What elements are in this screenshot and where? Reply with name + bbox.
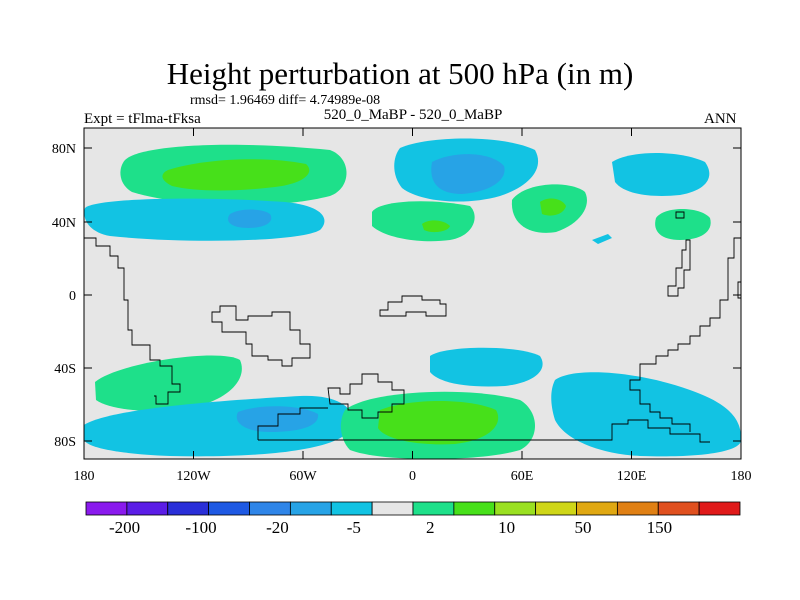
lon-label: 60E: [511, 469, 534, 484]
contour-negative: [431, 154, 505, 194]
colorbar-label: 50: [575, 518, 592, 537]
coastline: [327, 373, 405, 419]
season-label: ANN: [704, 111, 737, 127]
colorbar-box: [453, 501, 496, 516]
contour-positive: [372, 201, 475, 242]
lon-label: 180: [731, 469, 752, 484]
colorbar-box: [576, 501, 618, 516]
coastline: [257, 407, 328, 440]
contour-positive: [378, 401, 499, 445]
coastline: [84, 237, 181, 405]
lon-ticks: [83, 128, 742, 459]
experiment-label: Expt = tFlma-tFksa: [84, 111, 201, 127]
coastlines: [84, 211, 741, 443]
colorbar-label: -5: [347, 518, 361, 537]
coastline: [258, 419, 710, 443]
colorbar-box: [616, 501, 659, 516]
coastline: [737, 281, 741, 299]
contour-positive: [95, 355, 242, 411]
lon-label: 120W: [176, 469, 211, 484]
contour-fields: [84, 138, 741, 459]
colorbar-box: [657, 501, 700, 516]
lon-label: 0: [409, 469, 416, 484]
colorbar-box: [208, 501, 250, 516]
colorbar-box: [126, 501, 169, 516]
contour-positive: [655, 209, 711, 240]
colorbar-box: [371, 501, 414, 516]
lon-label: 120E: [617, 469, 647, 484]
lat-label: 40N: [52, 216, 76, 231]
lon-label: 60W: [289, 469, 317, 484]
coastline: [629, 237, 741, 432]
case-label: 520_0_MaBP - 520_0_MaBP: [323, 107, 503, 123]
contour-positive: [422, 220, 450, 233]
map-title: Height perturbation at 500 hPa (in m): [166, 56, 634, 91]
colorbar-labels: -200 -100 -20 -5 2 10 50 150: [109, 518, 672, 537]
coastline: [675, 211, 685, 219]
contour-negative: [430, 347, 543, 387]
colorbar-label: 10: [498, 518, 515, 537]
colorbar-label: 2: [426, 518, 435, 537]
colorbar-box: [412, 501, 455, 516]
coastline: [379, 295, 447, 317]
colorbar-label: 150: [647, 518, 673, 537]
contour-negative: [236, 406, 319, 432]
colorbar-label: -200: [109, 518, 140, 537]
colorbar-box: [85, 501, 128, 516]
lat-label: 80S: [54, 435, 76, 450]
colorbar-box: [289, 501, 332, 516]
coastline: [211, 305, 311, 367]
colorbar-box: [249, 501, 291, 516]
contour-positive: [540, 198, 566, 216]
coastline: [667, 239, 691, 297]
contour-negative: [228, 209, 272, 228]
contour-negative: [551, 372, 741, 457]
contour-positive: [162, 159, 310, 191]
stats-text: rmsd= 1.96469 diff= 4.74989e-08: [190, 93, 381, 108]
colorbar-box: [167, 501, 210, 516]
lat-ticks: [84, 147, 741, 442]
colorbar: [85, 501, 741, 516]
colorbar-box: [330, 501, 373, 516]
contour-negative: [84, 198, 325, 241]
colorbar-box: [698, 501, 741, 516]
contour-negative: [592, 234, 612, 244]
lat-label: 80N: [52, 142, 76, 157]
lon-label: 180: [74, 469, 95, 484]
colorbar-label: -100: [185, 518, 216, 537]
colorbar-label: -20: [266, 518, 289, 537]
colorbar-box: [494, 501, 537, 516]
contour-negative: [612, 153, 710, 196]
lat-label: 0: [69, 289, 76, 304]
lat-label: 40S: [54, 362, 76, 377]
colorbar-box: [535, 501, 577, 516]
